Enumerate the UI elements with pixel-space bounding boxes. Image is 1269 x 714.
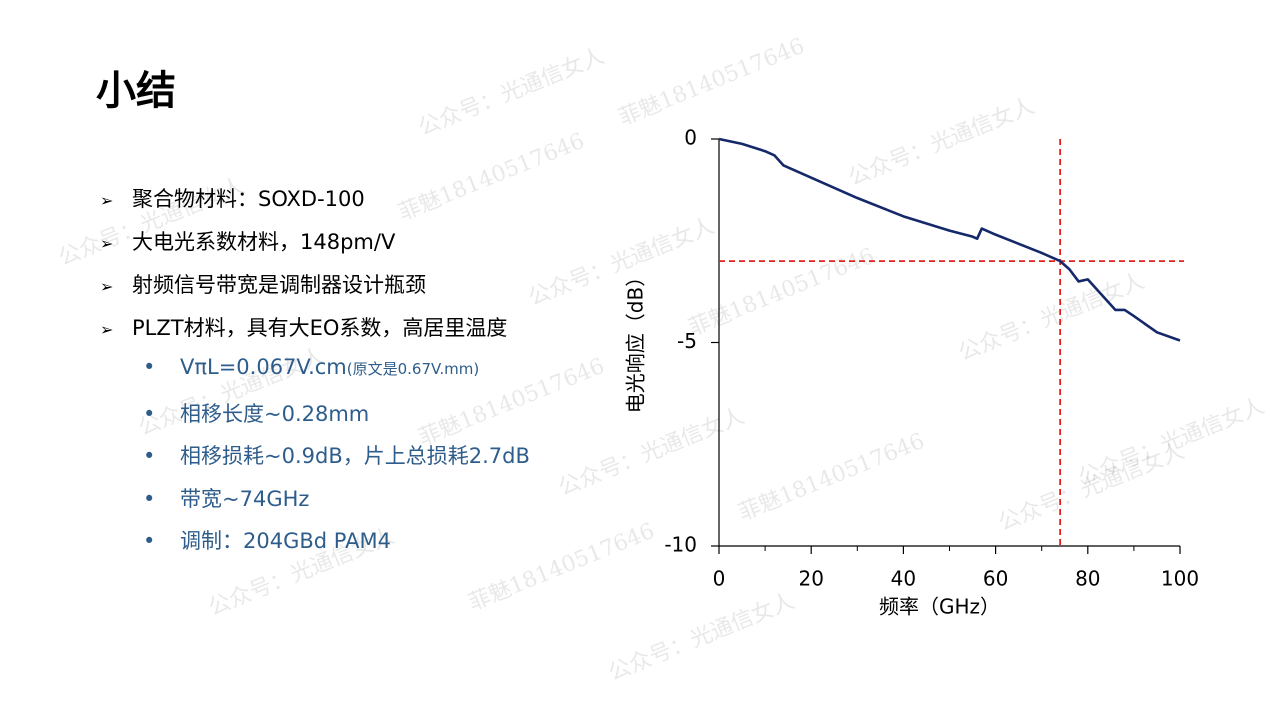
x-tick-label: 20	[798, 567, 823, 591]
sub-bullet-marker: •	[143, 444, 156, 468]
sub-bullet-text: 调制：204GBd PAM4	[180, 529, 391, 553]
sub-bullet: • 带宽~74GHz	[143, 483, 309, 513]
sub-bullet: • VπL=0.067V.cm(原文是0.67V.mm)	[143, 355, 479, 379]
bullet: ➢ PLZT材料，具有大EO系数，高居里温度	[100, 312, 507, 342]
bullet-text: 聚合物材料：SOXD-100	[132, 187, 365, 211]
x-tick-label: 100	[1161, 567, 1199, 591]
bullet: ➢ 射频信号带宽是调制器设计瓶颈	[100, 269, 426, 299]
sub-bullet-text: 带宽~74GHz	[180, 486, 310, 511]
sub-bullet-note: (原文是0.67V.mm)	[346, 360, 480, 378]
sub-bullet-marker: •	[143, 401, 156, 426]
sub-bullet-text: 相移长度~0.28mm	[180, 401, 370, 426]
bullet-text: 大电光系数材料，148pm/V	[132, 230, 396, 254]
slide-title: 小结	[96, 68, 176, 114]
bullet-marker: ➢	[100, 277, 114, 296]
sub-bullet-text: 相移损耗~0.9dB，片上总损耗2.7dB	[180, 444, 530, 468]
sub-bullet-text: VπL=0.067V.cm	[180, 355, 347, 379]
x-tick-label: 0	[713, 567, 726, 591]
y-tick-label: -10	[664, 533, 697, 557]
bullet-marker: ➢	[100, 191, 114, 210]
response-curve	[718, 137, 1181, 342]
sub-bullet: • 调制：204GBd PAM4	[143, 525, 391, 555]
bullet-text: 射频信号带宽是调制器设计瓶颈	[132, 273, 426, 297]
sub-bullet-marker: •	[143, 355, 156, 379]
sub-bullet-marker: •	[143, 529, 156, 553]
bullet: ➢ 聚合物材料：SOXD-100	[100, 183, 365, 213]
bullet: ➢ 大电光系数材料，148pm/V	[100, 226, 395, 256]
x-tick-label: 60	[983, 567, 1008, 591]
x-tick-label: 40	[891, 567, 916, 591]
sub-bullet: • 相移长度~0.28mm	[143, 398, 369, 428]
sub-bullet-marker: •	[143, 486, 156, 511]
x-tick-label: 80	[1075, 567, 1100, 591]
sub-bullet: • 相移损耗~0.9dB，片上总损耗2.7dB	[143, 440, 530, 470]
bullet-marker: ➢	[100, 320, 114, 339]
y-axis-label: 电光响应（dB）	[624, 267, 648, 413]
bullet-text: PLZT材料，具有大EO系数，高居里温度	[132, 316, 508, 340]
y-tick-label: 0	[684, 126, 697, 150]
bullet-marker: ➢	[100, 234, 114, 253]
x-axis-label: 频率（GHz）	[879, 595, 1000, 619]
y-tick-label: -5	[677, 329, 697, 353]
